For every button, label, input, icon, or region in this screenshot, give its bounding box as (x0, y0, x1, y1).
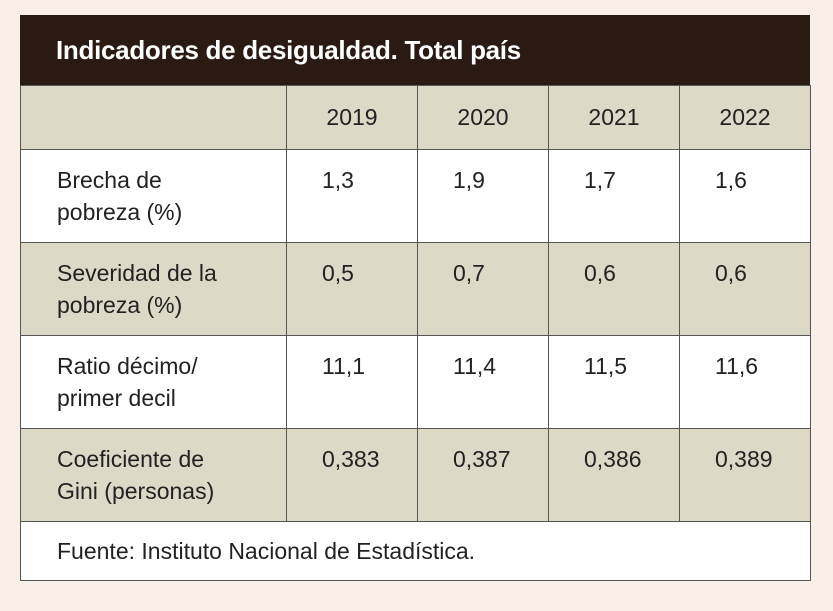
source-note: Fuente: Instituto Nacional de Estadístic… (57, 537, 476, 564)
cell-value: 0,386 (584, 446, 642, 472)
source-cell: Fuente: Instituto Nacional de Estadístic… (20, 521, 811, 581)
row-label-cell: Coeficiente de Gini (personas) (20, 428, 287, 522)
value-cell: 1,9 (417, 149, 549, 243)
cell-value: 1,6 (715, 167, 747, 193)
cell-value: 1,3 (322, 167, 354, 193)
value-cell: 1,7 (548, 149, 680, 243)
value-cell: 11,4 (417, 335, 549, 429)
value-cell: 1,3 (286, 149, 418, 243)
table-row-brecha: Brecha de pobreza (%) 1,3 1,9 1,7 1,6 (20, 149, 811, 243)
table-row-severidad: Severidad de la pobreza (%) 0,5 0,7 0,6 … (20, 242, 811, 336)
value-cell: 11,5 (548, 335, 680, 429)
value-cell: 0,6 (679, 242, 811, 336)
value-cell: 0,5 (286, 242, 418, 336)
cell-value: 11,1 (322, 353, 366, 379)
value-cell: 11,1 (286, 335, 418, 429)
column-header-2019: 2019 (286, 85, 418, 150)
cell-value: 0,5 (322, 260, 354, 286)
value-cell: 0,387 (417, 428, 549, 522)
row-label-cell: Severidad de la pobreza (%) (20, 242, 287, 336)
cell-value: 0,7 (453, 260, 485, 286)
value-cell: 1,6 (679, 149, 811, 243)
cell-value: 0,387 (453, 446, 511, 472)
cell-value: 0,6 (715, 260, 747, 286)
header-corner-cell (20, 85, 287, 150)
cell-value: 11,4 (453, 353, 497, 379)
value-cell: 0,389 (679, 428, 811, 522)
value-cell: 0,383 (286, 428, 418, 522)
column-header-2021: 2021 (548, 85, 680, 150)
value-cell: 0,6 (548, 242, 680, 336)
data-table: 2019 2020 2021 2022 Brecha de pobreza (%… (20, 85, 811, 581)
column-header-2022: 2022 (679, 85, 811, 150)
value-cell: 11,6 (679, 335, 811, 429)
cell-value: 11,6 (715, 353, 759, 379)
column-header-2020: 2020 (417, 85, 549, 150)
cell-value: 0,383 (322, 446, 380, 472)
table-row-ratio: Ratio décimo/ primer decil 11,1 11,4 11,… (20, 335, 811, 429)
indicators-table: Indicadores de desigualdad. Total país 2… (20, 15, 811, 581)
value-cell: 0,386 (548, 428, 680, 522)
cell-value: 1,7 (584, 167, 616, 193)
source-row: Fuente: Instituto Nacional de Estadístic… (20, 521, 811, 581)
row-label: Brecha de pobreza (%) (57, 167, 183, 225)
header-row: 2019 2020 2021 2022 (20, 85, 811, 150)
table-row-gini: Coeficiente de Gini (personas) 0,383 0,3… (20, 428, 811, 522)
value-cell: 0,7 (417, 242, 549, 336)
cell-value: 0,389 (715, 446, 773, 472)
table-title: Indicadores de desigualdad. Total país (20, 15, 810, 85)
row-label: Severidad de la pobreza (%) (57, 260, 217, 318)
cell-value: 1,9 (453, 167, 485, 193)
row-label-cell: Brecha de pobreza (%) (20, 149, 287, 243)
row-label-cell: Ratio décimo/ primer decil (20, 335, 287, 429)
row-label: Ratio décimo/ primer decil (57, 353, 198, 411)
cell-value: 11,5 (584, 353, 628, 379)
row-label: Coeficiente de Gini (personas) (57, 446, 215, 504)
cell-value: 0,6 (584, 260, 616, 286)
